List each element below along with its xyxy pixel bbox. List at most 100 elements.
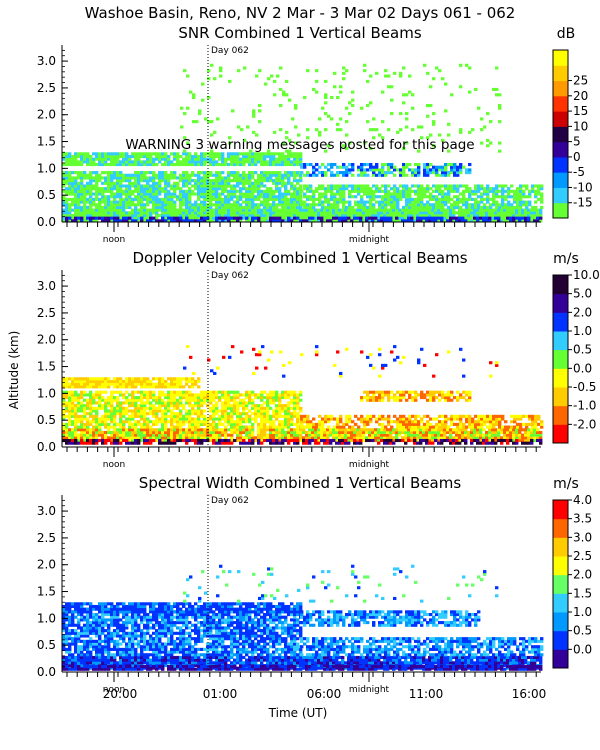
snr-cell [83, 157, 87, 161]
doppler-cell [77, 409, 81, 413]
snr-cell [231, 109, 235, 113]
snr-cell [233, 184, 237, 188]
snr-cell [363, 203, 367, 207]
snr-cell [293, 179, 297, 183]
doppler-cell [323, 436, 327, 440]
doppler-cell [191, 409, 195, 413]
snr-cell [432, 205, 436, 209]
snr-cell [467, 219, 471, 223]
doppler-cell [188, 398, 192, 402]
snr-cell [518, 211, 522, 215]
snr-cell [242, 216, 246, 220]
snr-cell [236, 197, 240, 201]
doppler-cell [92, 393, 96, 397]
snr-cell [342, 192, 346, 196]
snr-cell [369, 205, 373, 209]
snr-cell [293, 213, 297, 218]
snr-cell [384, 192, 388, 196]
snr-cell [170, 192, 174, 196]
snr-cell [158, 205, 162, 209]
snr-cell [170, 211, 174, 215]
snr-cell [308, 219, 312, 223]
snr-cell [251, 154, 255, 159]
snr-cell [366, 120, 370, 124]
snr-cell [363, 163, 367, 167]
snr-cell [303, 163, 307, 167]
snr-cell [287, 205, 291, 209]
doppler-cell [374, 438, 378, 443]
snr-cell [140, 195, 144, 199]
snr-cell [476, 213, 480, 218]
snr-cell [519, 205, 523, 209]
snr-cell [251, 219, 255, 223]
snr-cell [429, 195, 433, 199]
doppler-cell [182, 390, 186, 394]
snr-cell [197, 171, 201, 175]
doppler-cell [95, 430, 99, 434]
doppler-cell [89, 393, 93, 397]
snr-cell [227, 192, 231, 196]
snr-cell [374, 216, 378, 220]
doppler-cell [239, 398, 243, 402]
snr-cell [243, 138, 247, 142]
snr-cell [282, 90, 286, 94]
snr-cell [161, 154, 165, 159]
snr-cell [158, 173, 162, 177]
doppler-cell [443, 430, 447, 434]
snr-cell [134, 152, 138, 156]
snr-cell [359, 208, 363, 212]
snr-cell [170, 200, 174, 204]
doppler-cell [392, 438, 396, 443]
snr-cell [77, 197, 81, 201]
snr-cell [507, 200, 511, 204]
snr-cell [522, 203, 526, 207]
snr-cell [339, 189, 343, 193]
snr-cell [140, 179, 144, 183]
snr-cell [267, 77, 271, 81]
snr-cell [77, 154, 81, 159]
doppler-cell [164, 404, 168, 408]
snr-cell [390, 197, 394, 201]
snr-cell [437, 213, 441, 218]
snr-cell [345, 106, 349, 110]
snr-cell [315, 197, 319, 201]
doppler-cell [74, 436, 78, 440]
snr-cell [435, 165, 439, 169]
doppler-cell [110, 417, 114, 421]
snr-cell [161, 176, 165, 180]
snr-cell [245, 211, 249, 215]
snr-cell [351, 163, 355, 167]
snr-cell [339, 128, 343, 132]
snr-cell [318, 130, 322, 134]
snr-cell [173, 192, 177, 196]
doppler-cell [83, 430, 87, 434]
doppler-cell [194, 436, 198, 440]
snr-cell [158, 181, 162, 185]
snr-cell [167, 173, 171, 177]
snr-cell [161, 171, 165, 175]
snr-cell [405, 141, 409, 145]
doppler-cell [152, 390, 156, 394]
snr-cell [275, 152, 279, 156]
snr-cell [266, 160, 270, 164]
snr-cell [137, 197, 141, 201]
snr-cell [80, 179, 84, 183]
doppler-cell [323, 433, 327, 437]
doppler-cell [95, 414, 99, 418]
snr-cell [101, 213, 105, 218]
doppler-cell [197, 393, 201, 397]
snr-cell [378, 173, 382, 177]
doppler-cell [191, 404, 195, 408]
snr-cell [470, 219, 474, 223]
colorbar-swatch [553, 111, 568, 127]
doppler-cell [131, 417, 135, 421]
snr-cell [389, 219, 393, 223]
doppler-cell [179, 390, 183, 394]
doppler-cell [209, 398, 213, 402]
snr-cell [176, 160, 180, 164]
snr-cell [179, 195, 183, 199]
snr-cell [221, 213, 225, 218]
snr-cell [366, 168, 370, 172]
doppler-cell [212, 398, 216, 402]
